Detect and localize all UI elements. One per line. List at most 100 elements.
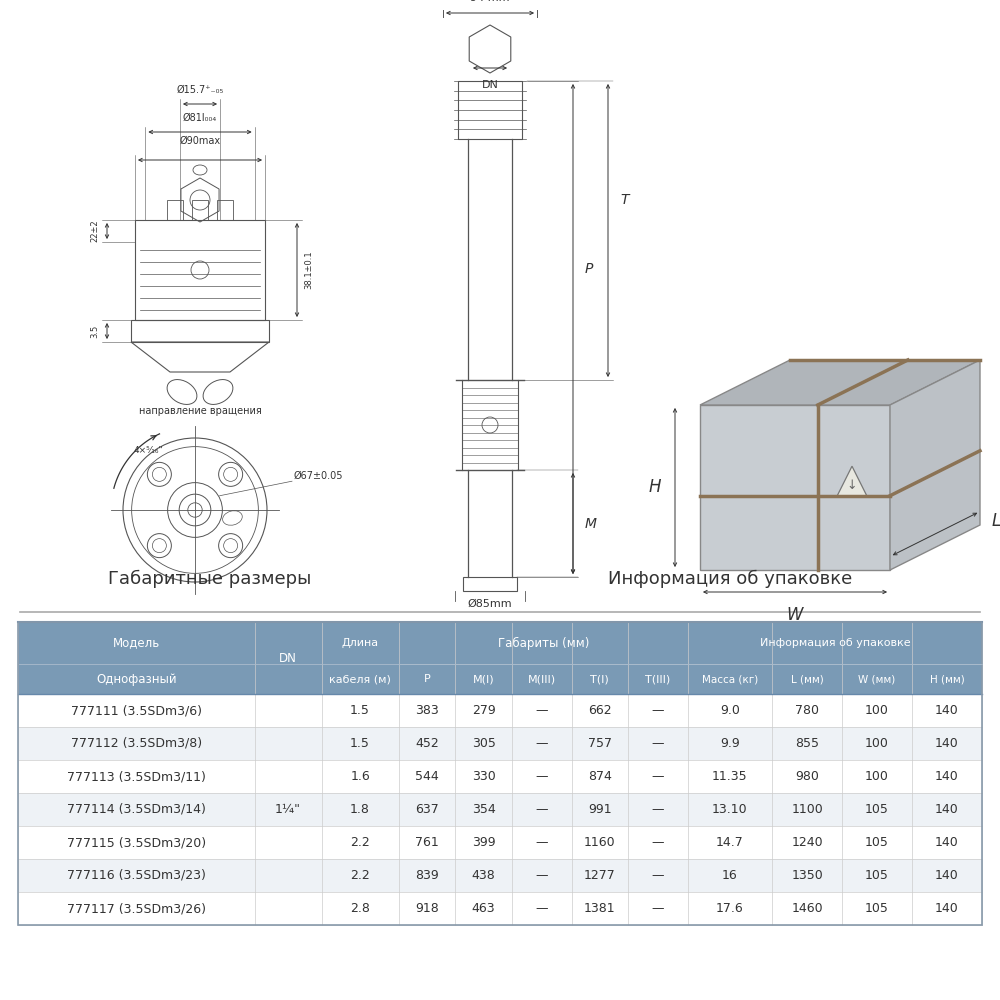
Text: 9.9: 9.9 [720,737,740,750]
Text: 383: 383 [415,704,439,717]
Text: 777113 (3.5SDm3/11): 777113 (3.5SDm3/11) [67,770,206,783]
Text: DN: DN [482,80,498,90]
Text: 777117 (3.5SDm3/26): 777117 (3.5SDm3/26) [67,902,206,915]
Text: 757: 757 [588,737,612,750]
Text: —: — [535,737,548,750]
Text: 305: 305 [472,737,495,750]
Text: 777112 (3.5SDm3/8): 777112 (3.5SDm3/8) [71,737,202,750]
Text: 918: 918 [415,902,439,915]
Text: 399: 399 [472,836,495,849]
Bar [700,405,890,570]
Text: —: — [652,737,664,750]
Text: Модель: Модель [113,637,160,650]
Text: 980: 980 [795,770,819,783]
Text: 777114 (3.5SDm3/14): 777114 (3.5SDm3/14) [67,803,206,816]
Text: 105: 105 [865,869,889,882]
Text: 22±2: 22±2 [90,220,100,242]
Text: Габаритные размеры: Габаритные размеры [108,570,312,588]
Text: H (мм): H (мм) [930,674,964,684]
Text: Габариты (мм): Габариты (мм) [498,636,589,650]
Text: 9.0: 9.0 [720,704,740,717]
Bar [18,826,982,859]
Text: 2.2: 2.2 [350,869,370,882]
Text: —: — [652,770,664,783]
Bar [167,200,183,220]
Text: Длина: Длина [342,638,379,648]
Text: 452: 452 [415,737,439,750]
Text: 1240: 1240 [791,836,823,849]
Text: Ø90max: Ø90max [179,136,221,146]
Bar [18,727,982,760]
Text: 1350: 1350 [791,869,823,882]
Bar [18,622,982,694]
Text: —: — [535,869,548,882]
Text: 11.35: 11.35 [712,770,748,783]
Text: 1.5: 1.5 [350,704,370,717]
Text: 105: 105 [865,803,889,816]
Text: 637: 637 [415,803,439,816]
Text: 105: 105 [865,836,889,849]
Bar [18,793,982,826]
Bar [131,320,269,342]
Text: 140: 140 [935,836,959,849]
Text: 140: 140 [935,770,959,783]
Text: направление вращения: направление вращения [139,406,261,416]
Text: 140: 140 [935,737,959,750]
Text: L (мм): L (мм) [791,674,823,684]
Text: M(I): M(I) [473,674,494,684]
Text: —: — [652,869,664,882]
Text: L: L [992,512,1000,530]
Text: T(I): T(I) [590,674,609,684]
Text: 780: 780 [795,704,819,717]
Text: 1¼": 1¼" [275,803,301,816]
Polygon shape [700,360,980,405]
Text: 1.5: 1.5 [350,737,370,750]
Text: 1460: 1460 [791,902,823,915]
Bar [18,859,982,892]
Text: 2.8: 2.8 [350,902,370,915]
Bar [458,81,522,139]
Text: 761: 761 [415,836,439,849]
Bar [217,200,233,220]
Text: 279: 279 [472,704,495,717]
Text: Ø85mm: Ø85mm [468,599,512,609]
Text: W: W [787,606,803,624]
Text: 2.2: 2.2 [350,836,370,849]
Text: —: — [535,803,548,816]
Text: 1100: 1100 [791,803,823,816]
Text: —: — [652,803,664,816]
Bar [18,892,982,925]
Text: 100: 100 [865,704,889,717]
Text: 1381: 1381 [584,902,616,915]
Text: W (мм): W (мм) [858,674,896,684]
Text: 777111 (3.5SDm3/6): 777111 (3.5SDm3/6) [71,704,202,717]
Text: 855: 855 [795,737,819,750]
Text: 1.8: 1.8 [350,803,370,816]
Text: 839: 839 [415,869,439,882]
Text: 1277: 1277 [584,869,616,882]
Bar [18,760,982,793]
Text: P: P [424,674,430,684]
Text: 874: 874 [588,770,612,783]
Text: Ø81l₀₀₄: Ø81l₀₀₄ [183,113,217,123]
Bar [18,694,982,727]
Text: 330: 330 [472,770,495,783]
Text: —: — [652,704,664,717]
Text: 777116 (3.5SDm3/23): 777116 (3.5SDm3/23) [67,869,206,882]
Text: Ø15.7⁺₋₀₅: Ø15.7⁺₋₀₅ [176,85,224,95]
Text: 991: 991 [588,803,612,816]
Text: 13.10: 13.10 [712,803,748,816]
Bar [18,622,982,925]
Text: 140: 140 [935,704,959,717]
Text: 3.5: 3.5 [90,324,100,338]
Text: M: M [585,516,597,530]
Text: —: — [535,770,548,783]
Text: DN: DN [279,652,297,664]
Text: T: T [620,194,629,208]
Text: 140: 140 [935,902,959,915]
Text: 1160: 1160 [584,836,616,849]
Text: 14.7: 14.7 [716,836,744,849]
Text: —: — [535,836,548,849]
Text: M(III): M(III) [528,674,556,684]
Text: 354: 354 [472,803,495,816]
